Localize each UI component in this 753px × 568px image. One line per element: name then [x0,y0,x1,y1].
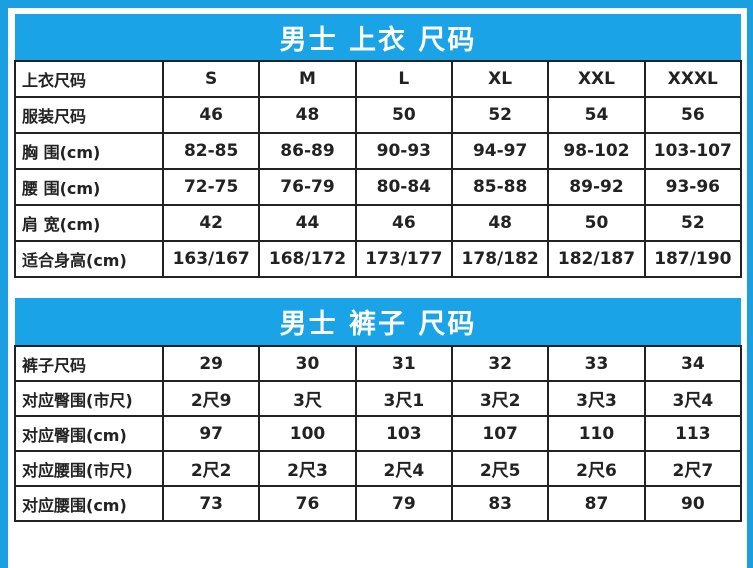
table-cell: 50 [547,204,646,242]
table-cell: 32 [450,345,550,382]
table-cell: S [161,60,261,98]
table-cell: 3尺2 [450,380,550,417]
tops-size-table: 男士 上衣 尺码 上衣尺码 S M L XL XXL XXXL 服装尺码 46 48 50 52 54 5… [14,14,743,278]
table-row: 服装尺码 46 48 50 52 54 56 [14,96,743,134]
table-cell: 3尺4 [643,380,743,417]
table-cell: 86-89 [258,132,357,170]
row-label: 裤子尺码 [14,345,164,382]
table-row: 对应臀围(cm) 97 100 103 107 110 113 [14,415,743,452]
table-cell: 163/167 [161,240,261,278]
table-cell: 90 [643,485,743,522]
table-cell: 178/182 [450,240,550,278]
row-label: 对应臀围(cm) [14,415,164,452]
row-label: 对应腰围(cm) [14,485,164,522]
table-cell: 50 [354,96,453,134]
table-cell: 2尺2 [161,450,261,487]
table-cell: 94-97 [450,132,550,170]
table-cell: 110 [547,415,646,452]
table-cell: 29 [161,345,261,382]
table-cell: 46 [161,96,261,134]
table-cell: 98-102 [547,132,646,170]
table-cell: 31 [354,345,453,382]
table-cell: XXL [547,60,646,98]
table-cell: 89-92 [547,168,646,206]
table-cell: 80-84 [354,168,453,206]
table-cell: 34 [643,345,743,382]
table-row: 胸 围(cm) 82-85 86-89 90-93 94-97 98-102 103-107 [14,132,743,170]
table-cell: M [258,60,357,98]
table-row: 对应臀围(市尺) 2尺9 3尺 3尺1 3尺2 3尺3 3尺4 [14,380,743,417]
row-label: 上衣尺码 [14,60,164,98]
table-cell: 168/172 [258,240,357,278]
tops-table-title: 男士 上衣 尺码 [15,14,741,61]
table-cell: 76-79 [258,168,357,206]
table-cell: 44 [258,204,357,242]
table-cell: 2尺6 [547,450,646,487]
table-cell: 83 [450,485,550,522]
table-cell: 2尺7 [643,450,743,487]
row-label: 对应臀围(市尺) [14,380,164,417]
row-label: 服装尺码 [14,96,164,134]
table-cell: 103 [354,415,453,452]
table-cell: 85-88 [450,168,550,206]
table-cell: 73 [161,485,261,522]
table-cell: 54 [547,96,646,134]
table-cell: 46 [354,204,453,242]
table-cell: 2尺9 [161,380,261,417]
table-cell: 2尺5 [450,450,550,487]
table-cell: 82-85 [161,132,261,170]
table-cell: 52 [643,204,743,242]
table-cell: 48 [258,96,357,134]
table-cell: 30 [258,345,357,382]
table-cell: XXXL [643,60,743,98]
table-cell: 3尺 [258,380,357,417]
row-label: 肩 宽(cm) [14,204,164,242]
table-row: 上衣尺码 S M L XL XXL XXXL [14,60,743,98]
table-row: 裤子尺码 29 30 31 32 33 34 [14,345,743,382]
table-cell: 72-75 [161,168,261,206]
table-cell: 90-93 [354,132,453,170]
row-label: 适合身高(cm) [14,240,164,278]
table-cell: 2尺4 [354,450,453,487]
table-cell: 52 [450,96,550,134]
table-row: 适合身高(cm) 163/167 168/172 173/177 178/182 182/… [14,240,743,278]
table-row: 肩 宽(cm) 42 44 46 48 50 52 [14,204,743,242]
row-label: 胸 围(cm) [14,132,164,170]
table-cell: 76 [258,485,357,522]
row-label: 对应腰围(市尺) [14,450,164,487]
table-cell: 87 [547,485,646,522]
table-cell: 3尺3 [547,380,646,417]
table-cell: 97 [161,415,261,452]
table-cell: 187/190 [643,240,743,278]
table-cell: L [354,60,453,98]
table-cell: 42 [161,204,261,242]
pants-table-title: 男士 裤子 尺码 [15,298,741,346]
table-cell: 113 [643,415,743,452]
table-row: 对应腰围(市尺) 2尺2 2尺3 2尺4 2尺5 2尺6 2尺7 [14,450,743,487]
table-cell: 2尺3 [258,450,357,487]
table-cell: 100 [258,415,357,452]
table-row: 腰 围(cm) 72-75 76-79 80-84 85-88 89-92 93-96 [14,168,743,206]
table-cell: 107 [450,415,550,452]
table-cell: 48 [450,204,550,242]
table-cell: 93-96 [643,168,743,206]
table-cell: 56 [643,96,743,134]
table-cell: 33 [547,345,646,382]
table-cell: 3尺1 [354,380,453,417]
table-row: 对应腰围(cm) 73 76 79 83 87 90 [14,485,743,522]
table-cell: 173/177 [354,240,453,278]
table-cell: 182/187 [547,240,646,278]
table-cell: XL [450,60,550,98]
table-cell: 79 [354,485,453,522]
pants-size-table: 男士 裤子 尺码 裤子尺码 29 30 31 32 33 34 对应臀围(市尺) 2尺9 3尺 3尺… [14,298,743,522]
row-label: 腰 围(cm) [14,168,164,206]
table-cell: 103-107 [643,132,743,170]
